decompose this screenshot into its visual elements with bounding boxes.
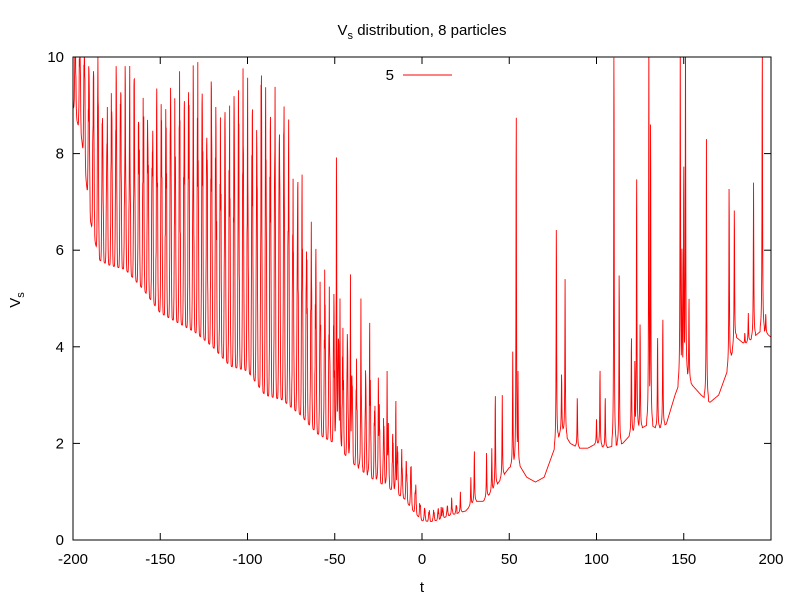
y-tick-label: 2 [56,435,64,452]
x-axis: -200 -150 -100 -50 0 50 100 150 200 [58,57,784,568]
x-tick-label: -150 [145,551,175,568]
series-line-5 [73,57,771,523]
x-tick-label: 0 [418,551,426,568]
chart-title: Vs distribution, 8 particles [338,22,507,42]
legend-label: 5 [386,67,394,84]
x-tick-label: 150 [671,551,696,568]
x-tick-label: -200 [58,551,88,568]
x-tick-label: -100 [232,551,262,568]
x-tick-label: 100 [584,551,609,568]
x-tick-label: 50 [501,551,518,568]
y-tick-label: 10 [47,49,64,66]
x-tick-label: 200 [758,551,783,568]
x-axis-label: t [420,579,425,596]
x-tick-label: -50 [324,551,346,568]
y-tick-label: 8 [56,146,64,163]
y-axis: 0 2 4 6 8 10 [47,49,771,549]
y-tick-label: 0 [56,532,64,549]
y-tick-label: 4 [56,339,64,356]
y-tick-label: 6 [56,242,64,259]
legend: 5 [386,67,452,84]
y-axis-label: Vs [7,292,27,308]
series-group [73,57,771,523]
